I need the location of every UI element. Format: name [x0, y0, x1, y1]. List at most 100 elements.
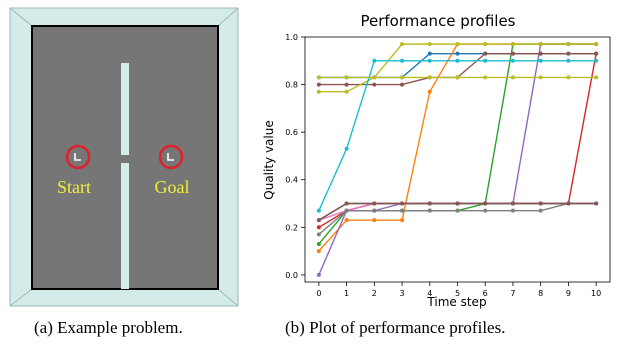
series-line-8 [318, 202, 597, 235]
series-6-point [566, 51, 571, 56]
series-10-point [455, 58, 460, 63]
frame-bevel [217, 7, 239, 27]
series-8-point [372, 208, 377, 213]
series-6-point [594, 51, 599, 56]
series-9-point [483, 42, 488, 47]
series-12-point [455, 75, 460, 80]
x-tick-label: 2 [372, 289, 377, 298]
series-8-point [455, 208, 460, 213]
performance-profiles-panel: Performance profiles 0.0 0.2 0.4 0.6 0.8 1.0 … [255, 0, 620, 350]
series-12-point [538, 75, 543, 80]
example-problem-panel: Start Goal [0, 0, 250, 350]
plot-area [304, 36, 611, 283]
series-line-2 [318, 43, 597, 252]
x-axis: 0 1 2 3 4 5 6 7 8 9 10 [316, 282, 601, 298]
series-4-point [316, 225, 321, 230]
series-10-point [372, 58, 377, 63]
x-tick-label: 3 [399, 289, 404, 298]
series-9-point [594, 42, 599, 47]
caption-example-problem: (a) Example problem. [34, 318, 183, 337]
x-tick-label: 0 [316, 289, 321, 298]
series-6-point [483, 51, 488, 56]
series-6-point [372, 82, 377, 87]
goal-agent-icon [167, 153, 174, 161]
y-tick-label: 0.4 [285, 176, 298, 185]
series-9-point [400, 42, 405, 47]
series-13-point [316, 218, 321, 223]
goal-label: Goal [155, 177, 190, 197]
x-tick-label: 7 [510, 289, 515, 298]
x-axis-label: Time step [426, 295, 486, 309]
series-8-point [427, 208, 432, 213]
series-10-point [427, 58, 432, 63]
series-9-point [510, 42, 515, 47]
x-tick-label: 6 [483, 289, 488, 298]
maze-wall-upper [121, 63, 129, 155]
start-marker [65, 144, 91, 170]
series-8-point [538, 208, 543, 213]
y-tick-label: 0.0 [285, 271, 298, 280]
performance-profiles-chart: Performance profiles 0.00.20.40.60.81.0 … [262, 12, 611, 309]
series-8-point [344, 208, 349, 213]
x-tick-label: 5 [455, 289, 460, 298]
series-9-point [344, 89, 349, 94]
series-10-point [483, 58, 488, 63]
series-13-point [538, 201, 543, 206]
series-13-point [344, 201, 349, 206]
maze-wall-lower [121, 163, 129, 289]
series-9-point [316, 89, 321, 94]
series-line-10 [318, 60, 597, 211]
series-13-point [594, 201, 599, 206]
series-9-point [427, 42, 432, 47]
series-2-point [400, 218, 405, 223]
series-12-point [344, 75, 349, 80]
series-10-point [344, 146, 349, 151]
caption-performance-profiles: (b) Plot of performance profiles. [285, 318, 506, 337]
series-6-point [538, 51, 543, 56]
series-10-point [538, 58, 543, 63]
chart-title: Performance profiles [360, 12, 515, 30]
series-9-point [566, 42, 571, 47]
series-2-point [344, 218, 349, 223]
series-13-point [566, 201, 571, 206]
series-line-4 [318, 53, 597, 228]
x-tick-label: 10 [591, 289, 601, 298]
start-label: Start [57, 177, 91, 197]
series-1-point [455, 51, 460, 56]
series-1-point [427, 51, 432, 56]
y-axis: 0.0 0.2 0.4 0.6 0.8 1.0 [285, 33, 305, 280]
series-13-point [510, 201, 515, 206]
series-5-point [316, 272, 321, 277]
series-6-point [316, 82, 321, 87]
series-12-point [427, 75, 432, 80]
series-8-point [510, 208, 515, 213]
series-6-point [510, 51, 515, 56]
series-6-point [344, 82, 349, 87]
series-line-6 [318, 52, 597, 86]
y-axis-label: Quality value [262, 120, 276, 199]
series-2-point [427, 89, 432, 94]
series-2-point [316, 249, 321, 254]
series-line-1 [318, 52, 597, 79]
series-8-point [483, 208, 488, 213]
y-tick-label: 0.6 [285, 128, 298, 137]
y-tick-label: 1.0 [285, 33, 298, 42]
frame-bevel [217, 288, 239, 307]
series-12-point [400, 75, 405, 80]
series-9-point [455, 42, 460, 47]
series-9-point [538, 42, 543, 47]
series-10-point [510, 58, 515, 63]
goal-marker [158, 144, 184, 170]
series-13-point [400, 201, 405, 206]
series-10-point [566, 58, 571, 63]
series-13-point [483, 201, 488, 206]
series-12-point [510, 75, 515, 80]
series-12-point [594, 75, 599, 80]
series-8-point [400, 208, 405, 213]
series-10-point [316, 208, 321, 213]
x-tick-label: 9 [566, 289, 571, 298]
series-12-point [372, 75, 377, 80]
y-tick-label: 0.2 [285, 223, 298, 232]
maze-figure: Start Goal [9, 7, 239, 307]
series-12-point [483, 75, 488, 80]
